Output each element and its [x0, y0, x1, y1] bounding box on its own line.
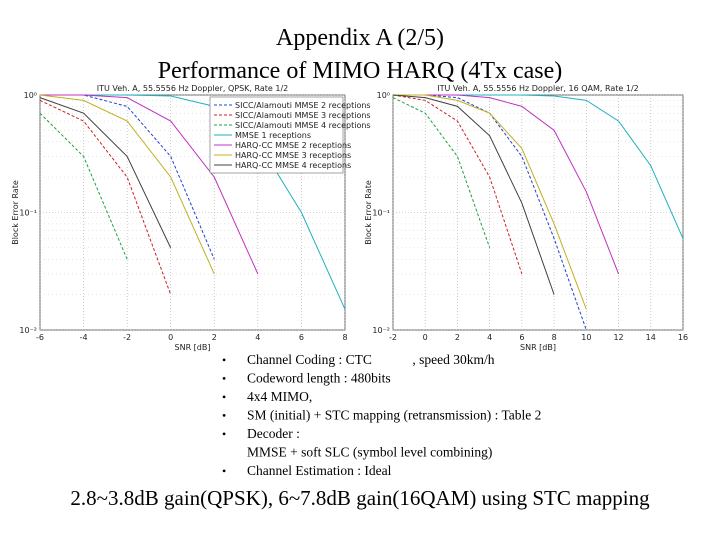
x-tick-label: 2 [455, 333, 460, 342]
slide-title: Performance of MIMO HARQ (4Tx case) [158, 58, 563, 84]
legend-label: SICC/Alamouti MMSE 3 receptions [235, 111, 371, 120]
bullet-text: Channel Coding : CTC , speed 30km/h [247, 352, 495, 367]
legend-label: HARQ-CC MMSE 2 receptions [235, 141, 351, 150]
x-tick-label: 6 [519, 333, 524, 342]
bullet-text: 4x4 MIMO, [247, 389, 312, 404]
x-tick-label: 0 [423, 333, 428, 342]
y-tick-label: 10⁻¹ [372, 209, 390, 218]
x-tick-label: -2 [123, 333, 131, 342]
y-axis-label: Block Error Rate [11, 180, 20, 245]
series-line [39, 99, 172, 295]
series-line [392, 97, 491, 249]
y-tick-label: 10⁻² [372, 326, 390, 335]
bullet-text: Decoder : [247, 426, 300, 441]
x-tick-label: 6 [299, 333, 304, 342]
x-tick-label: 4 [487, 333, 492, 342]
legend-label: HARQ-CC MMSE 4 receptions [235, 161, 351, 170]
series-line [40, 94, 215, 260]
legend-label: SICC/Alamouti MMSE 2 receptions [235, 101, 371, 110]
bullet-dot: • [222, 372, 226, 386]
series-line [39, 94, 215, 275]
bullet-text: Channel Estimation : Ideal [247, 463, 392, 478]
x-tick-label: 8 [552, 333, 557, 342]
legend-label: MMSE 1 receptions [235, 131, 311, 140]
bullet-dot: • [222, 427, 226, 441]
x-tick-label: 0 [168, 333, 173, 342]
series-line [393, 94, 620, 275]
chart-title: ITU Veh. A, 55.5556 Hz Doppler, QPSK, Ra… [97, 84, 289, 93]
x-axis-label: SNR [dB] [520, 343, 556, 352]
y-tick-label: 10⁻² [19, 326, 37, 335]
x-tick-label: 10 [581, 333, 591, 342]
y-axis-label: Block Error Rate [364, 180, 373, 245]
x-tick-label: -2 [389, 333, 397, 342]
x-tick-label: -4 [80, 333, 88, 342]
bullet-text: SM (initial) + STC mapping (retransmissi… [247, 408, 541, 423]
bullet-text: MMSE + soft SLC (symbol level combining) [247, 445, 492, 460]
series-line [39, 97, 172, 249]
x-tick-label: 12 [613, 333, 623, 342]
legend-label: HARQ-CC MMSE 3 receptions [235, 151, 351, 160]
x-axis-label: SNR [dB] [175, 343, 211, 352]
series-line [40, 94, 259, 275]
bullet-dot: • [222, 464, 226, 478]
x-tick-label: 8 [342, 333, 347, 342]
x-tick-label: 16 [678, 333, 688, 342]
legend-label: SICC/Alamouti MMSE 4 receptions [235, 121, 371, 130]
x-tick-label: 14 [646, 333, 656, 342]
legend-box [209, 96, 344, 174]
y-tick-label: 10⁻¹ [19, 209, 37, 218]
bullet-dot: • [222, 409, 226, 423]
bullet-dot: • [222, 390, 226, 404]
y-tick-label: 10⁰ [377, 91, 390, 100]
x-tick-label: 4 [255, 333, 260, 342]
series-line [393, 94, 587, 310]
chart-title: ITU Veh. A, 55.5556 Hz Doppler, 16 QAM, … [437, 84, 639, 93]
series-line [39, 112, 128, 260]
bullet-text: Codeword length : 480bits [247, 371, 391, 386]
slide-title: Appendix A (2/5) [276, 25, 444, 51]
x-tick-label: -6 [36, 333, 44, 342]
conclusion: 2.8~3.8dB gain(QPSK), 6~7.8dB gain(16QAM… [70, 486, 650, 510]
y-tick-label: 10⁰ [24, 91, 37, 100]
series-line [392, 94, 555, 295]
x-tick-label: 2 [212, 333, 217, 342]
series-line [392, 94, 523, 275]
bullet-dot: • [222, 353, 226, 367]
